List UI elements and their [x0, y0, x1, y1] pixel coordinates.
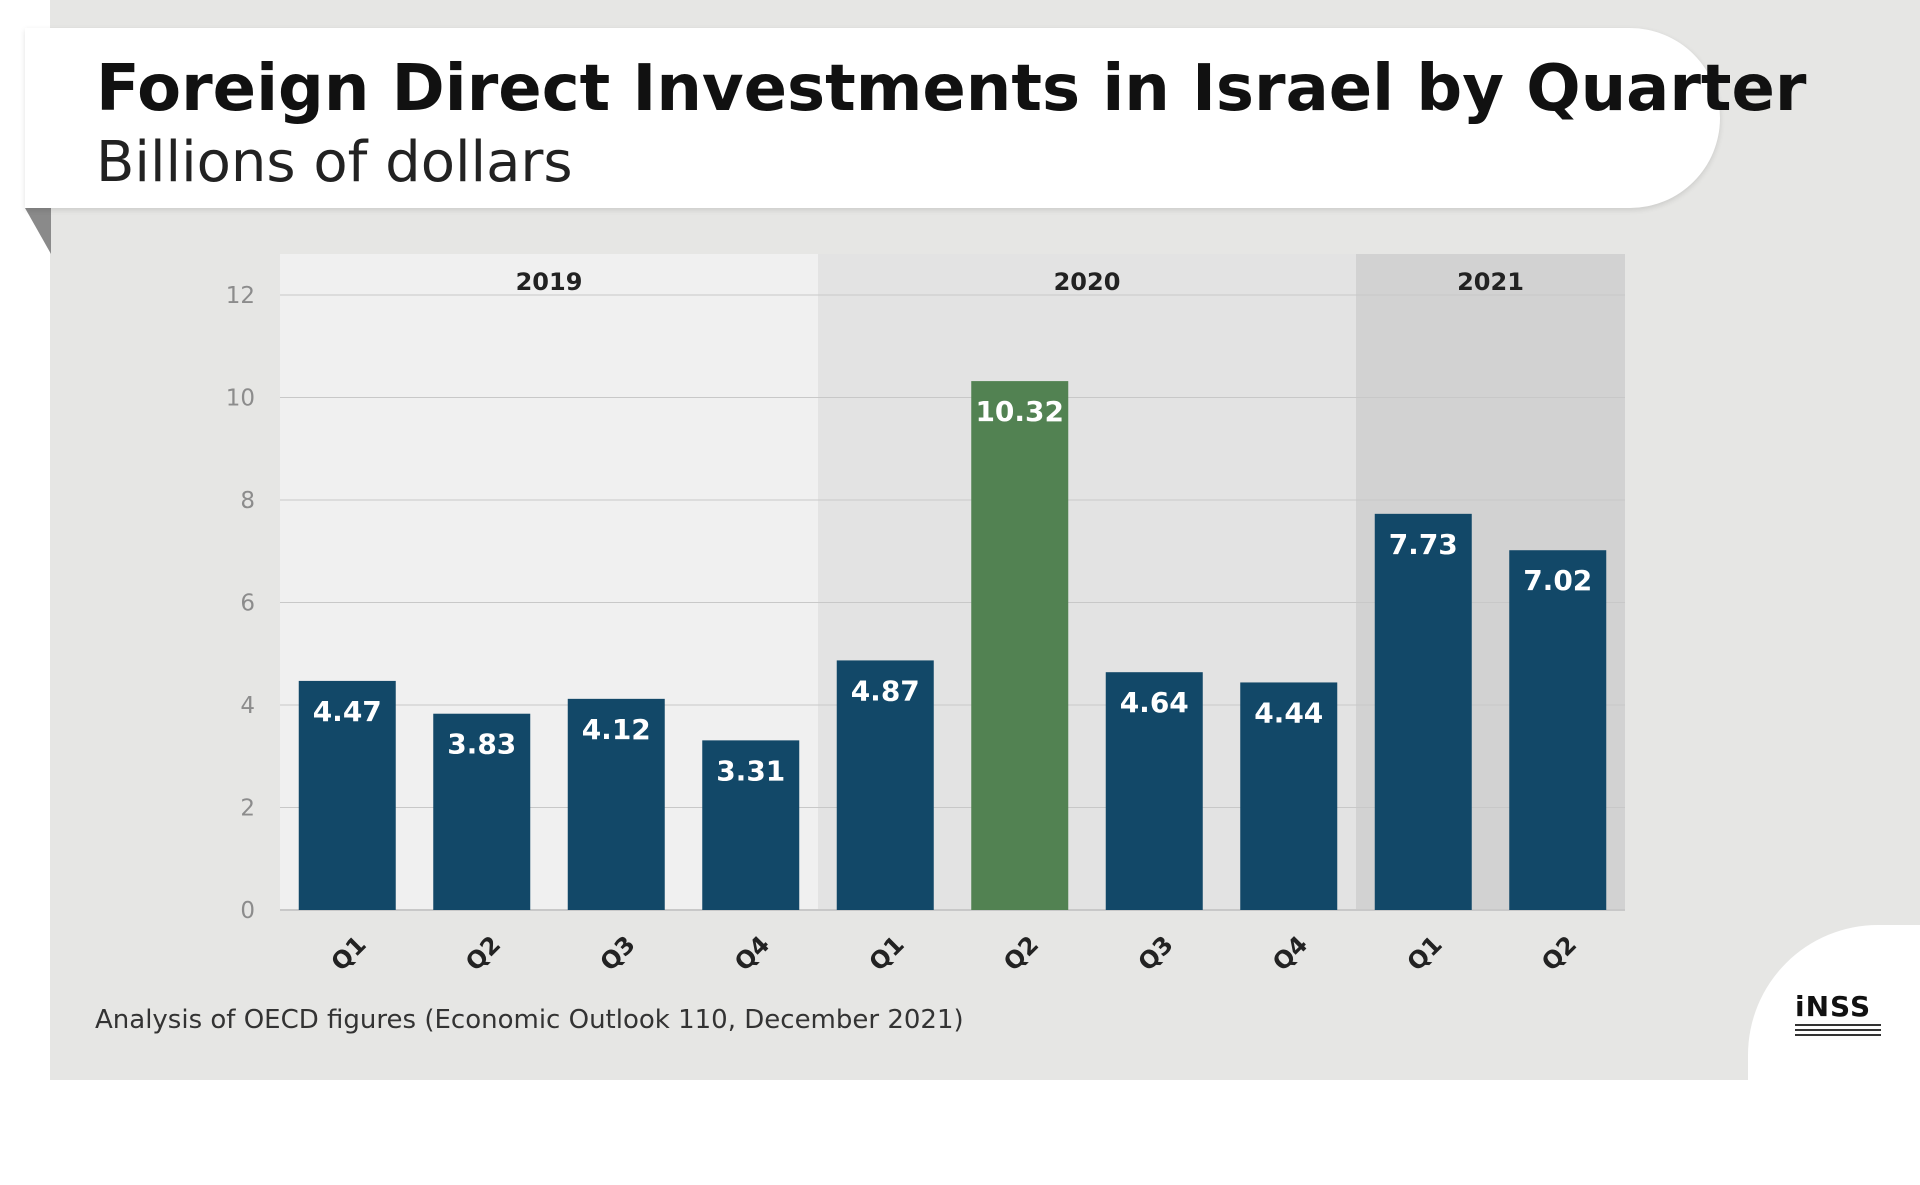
bar-value-label: 3.31 [716, 754, 785, 787]
y-tick-label: 8 [240, 488, 255, 514]
year-label-2019: 2019 [516, 268, 583, 296]
banner-fold [25, 208, 51, 254]
bar-value-label: 4.12 [582, 713, 651, 746]
bar-value-label: 7.73 [1389, 528, 1458, 561]
y-tick-label: 10 [226, 386, 255, 412]
x-tick-label: Q2 [460, 930, 506, 976]
y-tick-label: 0 [240, 898, 255, 924]
bar-value-label: 4.64 [1120, 686, 1189, 719]
bar-value-label: 7.02 [1523, 564, 1592, 597]
y-tick-label: 4 [240, 693, 255, 719]
title-banner [25, 28, 1720, 208]
bar-7 [1240, 682, 1338, 910]
bar-1 [433, 713, 531, 910]
y-tick-label: 12 [226, 283, 255, 309]
x-tick-label: Q1 [864, 930, 910, 976]
logo-text: iNSS [1795, 990, 1872, 1023]
y-tick-label: 6 [240, 591, 255, 617]
bar-6 [1105, 672, 1203, 910]
y-tick-label: 2 [240, 796, 255, 822]
bar-value-label: 4.47 [313, 695, 382, 728]
bar-chart: 2019 2020 2021 0 2 4 6 8 10 12 4.47 Q1 3.83 Q2 4.12 Q3 3… [226, 254, 1625, 976]
page-subtitle: Billions of dollars [96, 130, 573, 195]
x-tick-label: Q2 [998, 930, 1044, 976]
bar-5 [971, 381, 1069, 911]
x-tick-label: Q1 [326, 930, 372, 976]
bar-value-label: 4.87 [851, 674, 920, 707]
bar-0 [298, 680, 396, 910]
year-label-2021: 2021 [1457, 268, 1524, 296]
bar-9 [1509, 550, 1607, 910]
bar-3 [702, 740, 800, 910]
inss-logo: iNSS [1795, 990, 1885, 1050]
x-tick-label: Q4 [1267, 930, 1313, 976]
x-tick-label: Q2 [1536, 930, 1582, 976]
bar-8 [1374, 513, 1472, 910]
bar-value-label: 10.32 [975, 395, 1064, 428]
year-label-2020: 2020 [1054, 268, 1121, 296]
bar-2 [567, 698, 665, 910]
source-note: Analysis of OECD figures (Economic Outlo… [95, 1005, 964, 1035]
x-tick-label: Q3 [1133, 930, 1179, 976]
bar-value-label: 3.83 [447, 728, 516, 761]
page-title: Foreign Direct Investments in Israel by … [96, 52, 1807, 126]
bar-value-label: 4.44 [1254, 696, 1323, 729]
x-tick-label: Q4 [729, 930, 775, 976]
logo-tagline-lines [1795, 1024, 1881, 1038]
x-tick-label: Q1 [1402, 930, 1448, 976]
bar-4 [836, 660, 934, 910]
x-tick-label: Q3 [595, 930, 641, 976]
